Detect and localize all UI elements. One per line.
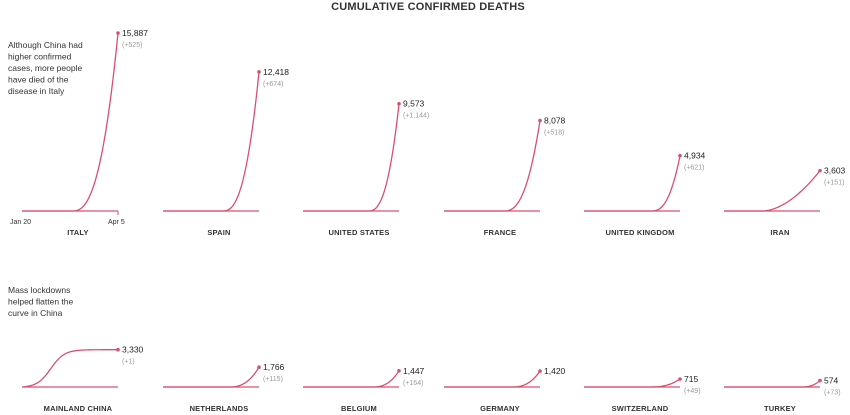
daily-change-label: (+674) (263, 81, 283, 88)
series-line (22, 32, 119, 212)
end-point (538, 369, 542, 373)
country-label: TURKEY (764, 404, 796, 413)
panel-italy: 15,887 (+525) ITALY Jan 20 Apr 5 (10, 28, 148, 237)
daily-change-label: (+1,144) (403, 113, 429, 120)
series-line (724, 170, 821, 212)
country-label: IRAN (770, 228, 789, 237)
series-line (584, 155, 681, 212)
end-point (678, 153, 682, 158)
country-label: UNITED KINGDOM (605, 228, 674, 237)
annotations: Although China had higher confirmed cases,… (8, 40, 83, 318)
series-line (444, 120, 541, 212)
series-line (724, 380, 821, 388)
value-label: 4,934 (684, 151, 706, 161)
value-label: 715 (684, 374, 698, 384)
value-label: 1,766 (263, 362, 285, 372)
x-tick-start: Jan 20 (10, 219, 31, 226)
series-line (303, 370, 400, 388)
series-line (163, 71, 260, 212)
annotation-china: Mass lockdowns helped flatten the curve in… (8, 285, 73, 318)
end-point (818, 378, 822, 383)
end-point (116, 347, 120, 352)
value-label: 3,603 (824, 166, 846, 176)
value-label: 574 (824, 376, 838, 386)
series-line (21, 349, 118, 388)
end-point (818, 168, 822, 173)
value-label: 1,447 (403, 366, 425, 376)
panel-belgium: 1,447 (+164) BELGIUM (303, 366, 425, 413)
country-label: NETHERLANDS (190, 404, 249, 413)
daily-change-label: (+621) (684, 165, 704, 172)
daily-change-label: (+151) (824, 180, 844, 187)
country-label: FRANCE (484, 228, 516, 237)
annotation-italy: Although China had higher confirmed cases,… (8, 40, 83, 96)
end-point (678, 377, 682, 381)
series-line (303, 103, 400, 212)
series-line (584, 378, 681, 388)
panel-spain: 12,418 (+674) SPAIN (163, 67, 289, 237)
value-label: 8,078 (544, 115, 566, 125)
value-label: 3,330 (122, 345, 144, 355)
chart-title: CUMULATIVE CONFIRMED DEATHS (331, 1, 525, 13)
panel-france: 8,078 (+518) FRANCE (444, 115, 566, 237)
daily-change-label: (+73) (824, 390, 841, 397)
end-point (538, 118, 542, 123)
panel-mainland-china: 3,330 (+1) MAINLAND CHINA (21, 345, 144, 413)
daily-change-label: (+49) (684, 388, 701, 395)
end-point (116, 31, 120, 35)
end-point (257, 365, 261, 370)
daily-change-label: (+1) (122, 359, 135, 366)
panel-turkey: 574 (+73) TURKEY (724, 376, 841, 413)
series-line (163, 366, 260, 388)
value-label: 12,418 (263, 67, 289, 77)
panel-united-kingdom: 4,934 (+621) UNITED KINGDOM (584, 151, 706, 237)
series-line (444, 370, 541, 388)
country-label: SWITZERLAND (612, 404, 669, 413)
country-label: SPAIN (207, 228, 230, 237)
daily-change-label: (+518) (544, 129, 564, 136)
panel-germany: 1,420 GERMANY (444, 366, 566, 413)
x-tick-end: Apr 5 (108, 219, 125, 226)
daily-change-label: (+115) (263, 376, 283, 383)
country-label: UNITED STATES (328, 228, 389, 237)
daily-change-label: (+525) (122, 42, 142, 49)
panel-united-states: 9,573 (+1,144) UNITED STATES (303, 99, 429, 237)
end-point (257, 70, 261, 74)
daily-change-label: (+164) (403, 380, 423, 387)
country-label: MAINLAND CHINA (44, 404, 113, 413)
country-label: GERMANY (480, 404, 520, 413)
country-label: BELGIUM (341, 404, 377, 413)
value-label: 15,887 (122, 28, 148, 38)
panel-iran: 3,603 (+151) IRAN (724, 166, 846, 237)
end-point (397, 101, 401, 106)
country-label: ITALY (67, 228, 88, 237)
value-label: 1,420 (544, 366, 566, 376)
panel-switzerland: 715 (+49) SWITZERLAND (584, 374, 701, 413)
panel-netherlands: 1,766 (+115) NETHERLANDS (163, 362, 285, 413)
panels: 15,887 (+525) ITALY Jan 20 Apr 5 12,418 (+674)… (10, 28, 846, 413)
value-label: 9,573 (403, 99, 425, 109)
end-point (397, 368, 401, 373)
